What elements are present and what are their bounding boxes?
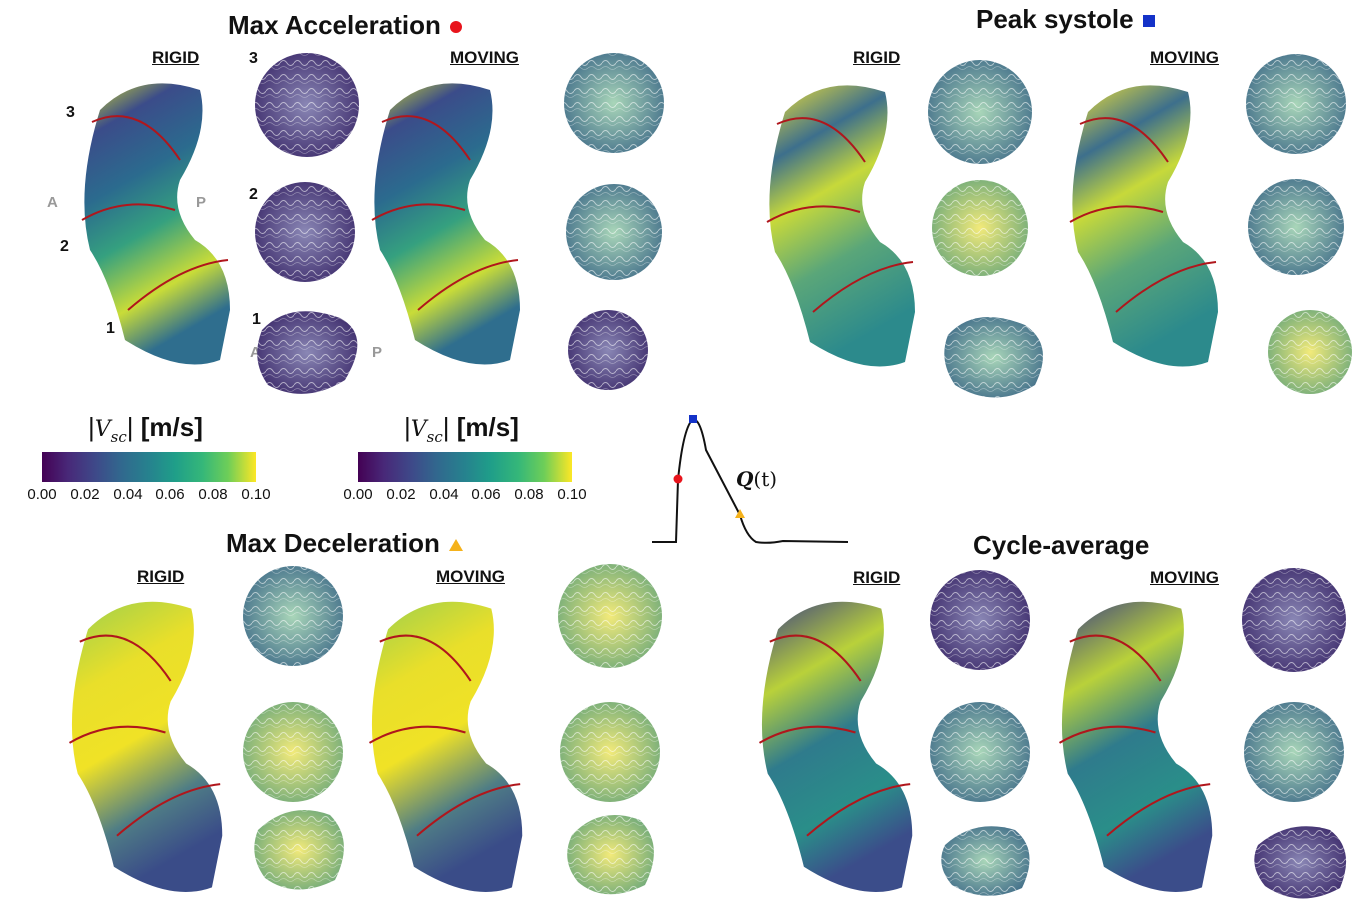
slice-decel-moving-1	[567, 815, 654, 895]
slice-avg-moving-3	[1242, 568, 1346, 672]
label-rigid-avg: RIGID	[853, 568, 901, 587]
slice-accel-rigid-3	[255, 53, 359, 157]
slice-accel-moving-1	[568, 310, 648, 390]
flow-label-arg: (t)	[753, 467, 778, 491]
label-moving-peak: MOVING	[1150, 48, 1219, 67]
posterior-label: P	[196, 194, 207, 211]
vessel-render-decel-moving	[368, 601, 523, 892]
colorbar-right-unit: [m/s]	[456, 412, 519, 442]
vessel-render-avg-moving	[1058, 601, 1213, 892]
disk-posterior-label: P	[372, 344, 383, 361]
blue-square-marker-icon	[1142, 15, 1155, 28]
title-peak-systole: Peak systole	[976, 4, 1157, 35]
section-1-label: 1	[106, 320, 115, 337]
colorbar-right-title: |Vsc| [m/s]	[404, 412, 519, 447]
label-rigid-peak: RIGID	[853, 48, 901, 67]
title-cycle-average: Cycle-average	[973, 530, 1150, 560]
slice-accel-rigid-1	[257, 311, 358, 394]
tick-left-4: 0.08	[198, 486, 228, 503]
colorbar-right-ticks: 0.00 0.02 0.04 0.06 0.08 0.10	[343, 486, 586, 506]
vessel-render-accel-moving	[371, 83, 520, 365]
orange-triangle-marker-icon	[449, 539, 464, 552]
slice-avg-moving-1	[1254, 826, 1347, 899]
vessel-render-accel-rigid	[81, 83, 230, 365]
title-peak-systole-text: Peak systole	[976, 4, 1134, 34]
flow-label: Q(t)	[736, 467, 777, 491]
max-deceleration-point	[735, 509, 745, 518]
colorbar-left-title: |Vsc| [m/s]	[88, 412, 203, 447]
vessel-render-peak-moving	[1069, 85, 1218, 367]
slice-accel-moving-3	[564, 53, 664, 153]
tick-right-4: 0.08	[514, 486, 544, 503]
title-max-deceleration-text: Max Deceleration	[226, 528, 440, 558]
label-rigid-accel: RIGID	[152, 48, 200, 67]
title-max-acceleration: Max Acceleration	[228, 10, 464, 41]
vessel-render-decel-rigid	[68, 601, 223, 892]
colorbar-right	[358, 452, 572, 482]
slice-decel-rigid-1	[254, 810, 344, 890]
slice-decel-rigid-2	[243, 702, 343, 802]
slice-peak-rigid-3	[928, 60, 1032, 164]
label-moving-decel: MOVING	[436, 567, 505, 586]
slice-accel-moving-2	[566, 184, 662, 280]
section-3-label: 3	[66, 104, 75, 121]
tick-left-3: 0.06	[155, 486, 185, 503]
title-max-deceleration: Max Deceleration	[226, 528, 465, 559]
vessel-render-peak-rigid	[766, 85, 915, 367]
tick-right-1: 0.02	[386, 486, 416, 503]
max-acceleration-point	[673, 474, 683, 484]
red-circle-marker-icon	[450, 21, 463, 34]
label-moving-accel: MOVING	[450, 48, 519, 67]
tick-left-0: 0.00	[27, 486, 57, 503]
slice-peak-rigid-2	[932, 180, 1028, 276]
disk-section-3-label: 3	[249, 50, 258, 67]
slice-accel-rigid-2	[255, 182, 355, 282]
tick-right-5: 0.10	[557, 486, 587, 503]
anterior-label: A	[47, 194, 58, 211]
slice-decel-moving-3	[558, 564, 662, 668]
colorbar-left	[42, 452, 256, 482]
slice-avg-rigid-2	[930, 702, 1030, 802]
disk-section-2-label: 2	[249, 186, 258, 203]
disk-anterior-label: A	[250, 344, 261, 361]
slice-avg-rigid-1	[941, 826, 1030, 896]
slice-decel-moving-2	[560, 702, 660, 802]
label-rigid-decel: RIGID	[137, 567, 185, 586]
tick-right-0: 0.00	[343, 486, 373, 503]
tick-left-5: 0.10	[241, 486, 271, 503]
title-max-acceleration-text: Max Acceleration	[228, 10, 441, 40]
tick-left-2: 0.04	[113, 486, 143, 503]
vessel-render-avg-rigid	[758, 601, 913, 892]
tick-right-3: 0.06	[471, 486, 501, 503]
tick-right-2: 0.04	[429, 486, 459, 503]
slice-decel-rigid-3	[243, 566, 343, 666]
slice-avg-moving-2	[1244, 702, 1344, 802]
disk-section-1-label: 1	[252, 311, 261, 328]
slice-avg-rigid-3	[930, 570, 1030, 670]
slice-peak-rigid-1	[944, 317, 1043, 398]
slice-peak-moving-3	[1246, 54, 1346, 154]
peak-systole-point	[689, 415, 697, 423]
section-2-label: 2	[60, 238, 69, 255]
flow-curve-line	[652, 418, 849, 544]
colorbar-left-unit: [m/s]	[140, 412, 203, 442]
flow-waveform	[652, 415, 849, 544]
colorbar-left-ticks: 0.00 0.02 0.04 0.06 0.08 0.10	[27, 486, 270, 506]
flow-label-q: Q	[736, 467, 754, 491]
slice-peak-moving-2	[1248, 179, 1344, 275]
tick-left-1: 0.02	[70, 486, 100, 503]
label-moving-avg: MOVING	[1150, 568, 1219, 587]
slice-peak-moving-1	[1268, 310, 1352, 394]
